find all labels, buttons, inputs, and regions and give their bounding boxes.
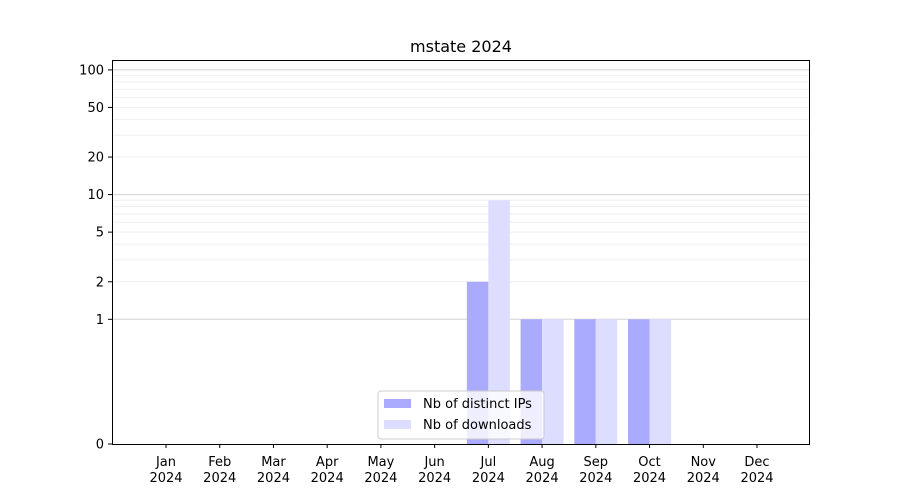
plot-frame: [112, 60, 810, 445]
x-tick-label-year: 2024: [579, 471, 612, 486]
x-tick-label-month: Mar: [261, 455, 286, 470]
x-tick-label-year: 2024: [364, 471, 397, 486]
x-tick-label-month: Jul: [480, 455, 497, 470]
y-tick-label: 5: [96, 226, 104, 241]
bar-ips: [628, 319, 650, 444]
bar-ips: [574, 319, 596, 444]
x-tick-label-month: Aug: [529, 455, 554, 470]
x-tick-label-year: 2024: [633, 471, 666, 486]
legend-box: [377, 390, 545, 440]
legend-label-ips: Nb of distinct IPs: [423, 397, 532, 412]
x-tick-label-month: Sep: [584, 455, 609, 470]
x-tick-label-year: 2024: [203, 471, 236, 486]
y-tick-label: 0: [96, 438, 104, 453]
x-tick-label-month: May: [367, 455, 394, 470]
x-tick-label-year: 2024: [418, 471, 451, 486]
x-tick-label-year: 2024: [311, 471, 344, 486]
y-tick-label: 100: [79, 63, 104, 78]
x-tick-label-month: Jan: [155, 455, 176, 470]
bar-downloads: [542, 319, 564, 444]
y-axis: 0 1 2 5 10 20 50 100: [79, 63, 112, 453]
x-tick-label-month: Nov: [691, 455, 717, 470]
x-tick-label-month: Jun: [423, 455, 444, 470]
bar-downloads: [488, 200, 510, 444]
minor-grid: [112, 75, 809, 283]
x-tick-label-year: 2024: [472, 471, 505, 486]
chart-title: mstate 2024: [410, 37, 512, 56]
y-tick-label: 50: [87, 101, 104, 116]
x-tick-label-year: 2024: [740, 471, 773, 486]
x-axis: Jan2024Feb2024Mar2024Apr2024May2024Jun20…: [149, 444, 774, 486]
bar-downloads: [649, 319, 672, 444]
x-tick-label-month: Apr: [316, 455, 339, 470]
x-tick-label-month: Dec: [744, 455, 769, 470]
x-tick-label-year: 2024: [149, 471, 182, 486]
x-tick-label-year: 2024: [687, 471, 720, 486]
legend-label-downloads: Nb of downloads: [423, 418, 532, 433]
bar-downloads: [595, 319, 618, 444]
x-tick-label-year: 2024: [257, 471, 290, 486]
x-tick-label-month: Oct: [638, 455, 660, 470]
x-tick-label-month: Feb: [208, 455, 231, 470]
x-tick-label-year: 2024: [526, 471, 559, 486]
legend-swatch-ips: [384, 399, 411, 408]
y-tick-label: 10: [87, 188, 104, 203]
y-tick-label: 2: [96, 275, 104, 290]
legend: Nb of distinct IPs Nb of downloads: [377, 390, 545, 440]
major-grid: [112, 69, 809, 320]
y-tick-label: 1: [96, 313, 104, 328]
y-tick-label: 20: [87, 151, 104, 166]
legend-swatch-downloads: [384, 420, 411, 429]
